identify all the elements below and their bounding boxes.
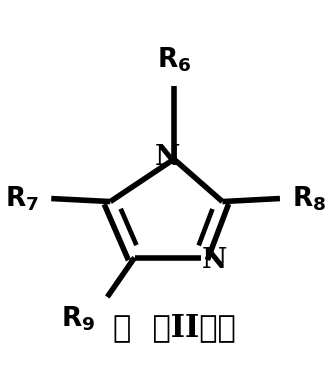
Text: $\mathbf{R_8}$: $\mathbf{R_8}$ <box>292 184 326 213</box>
Text: $\mathbf{R_7}$: $\mathbf{R_7}$ <box>5 184 39 213</box>
Text: 式  （II）；: 式 （II）； <box>113 312 235 343</box>
Text: $\mathbf{R_6}$: $\mathbf{R_6}$ <box>157 46 191 74</box>
Text: N: N <box>155 144 181 171</box>
Text: N: N <box>202 247 227 274</box>
Text: $\mathbf{R_9}$: $\mathbf{R_9}$ <box>61 305 95 333</box>
